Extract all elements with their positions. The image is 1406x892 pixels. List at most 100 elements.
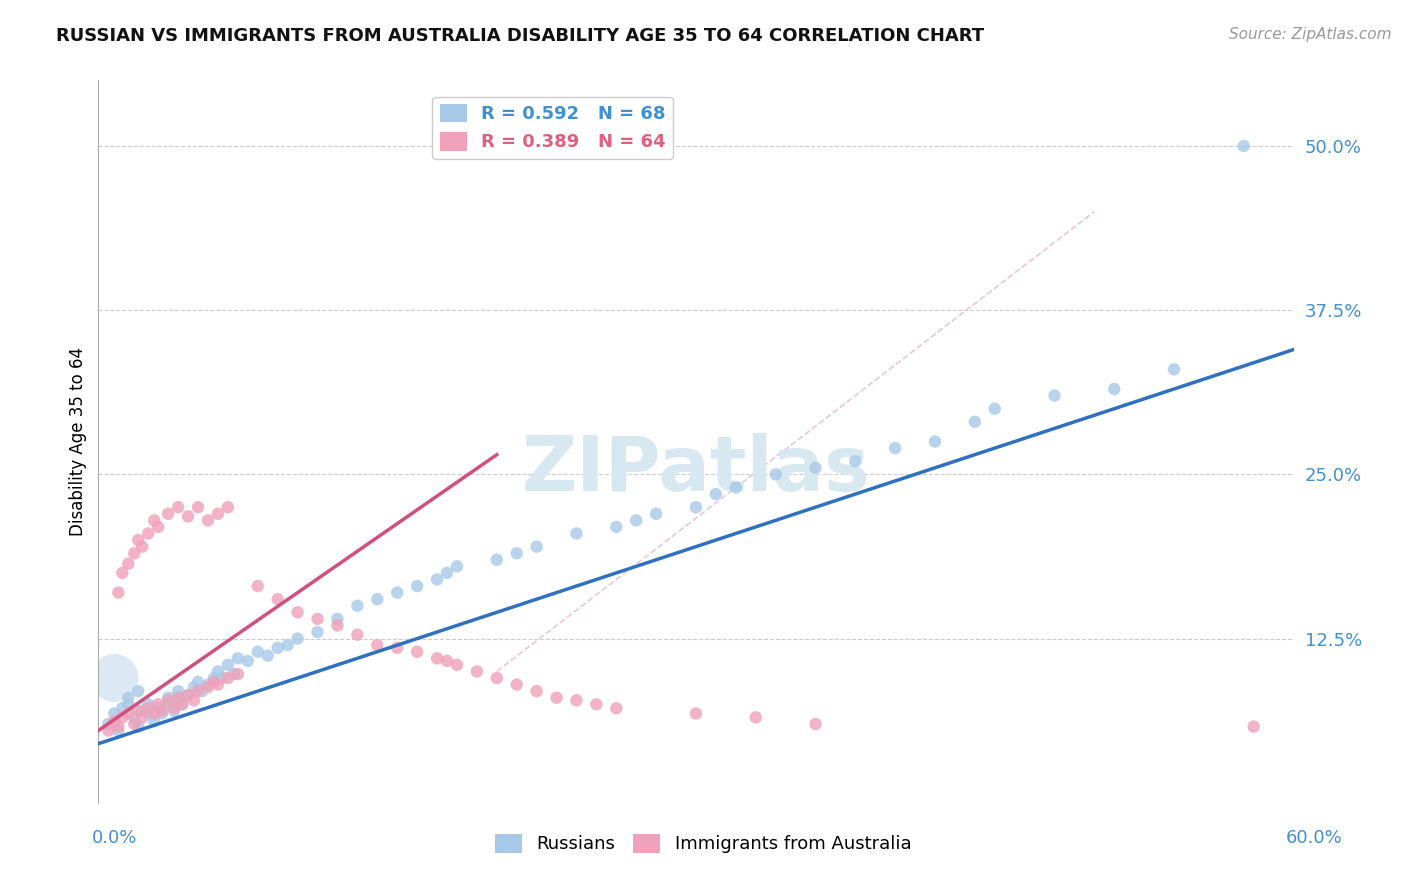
Y-axis label: Disability Age 35 to 64: Disability Age 35 to 64 xyxy=(69,347,87,536)
Point xyxy=(465,665,488,679)
Point xyxy=(307,625,329,640)
Point xyxy=(446,559,468,574)
Point xyxy=(163,704,186,718)
Point xyxy=(724,481,747,495)
Point xyxy=(385,585,409,599)
Point xyxy=(884,441,907,455)
Point xyxy=(307,612,329,626)
Point xyxy=(1104,382,1126,396)
Point xyxy=(226,667,249,681)
Point xyxy=(150,706,173,721)
Point xyxy=(765,467,787,482)
Point xyxy=(107,720,129,734)
Point xyxy=(267,592,290,607)
Text: 0.0%: 0.0% xyxy=(91,829,136,847)
Point xyxy=(385,640,409,655)
Point xyxy=(163,701,186,715)
Point xyxy=(111,710,134,724)
Point xyxy=(546,690,568,705)
Point xyxy=(177,688,200,702)
Point xyxy=(97,717,120,731)
Point xyxy=(446,657,468,672)
Point xyxy=(366,592,388,607)
Point xyxy=(645,507,668,521)
Point xyxy=(136,706,159,721)
Point xyxy=(685,706,707,721)
Point xyxy=(207,665,229,679)
Point xyxy=(287,632,309,646)
Point xyxy=(157,693,180,707)
Point xyxy=(506,546,529,560)
Point xyxy=(124,717,146,731)
Point xyxy=(804,717,827,731)
Point xyxy=(167,690,190,705)
Point xyxy=(217,671,239,685)
Point xyxy=(117,698,139,712)
Point xyxy=(565,526,588,541)
Point xyxy=(704,487,727,501)
Point xyxy=(117,706,139,721)
Point xyxy=(111,566,134,580)
Point xyxy=(267,640,290,655)
Point xyxy=(187,675,209,690)
Point xyxy=(202,671,225,685)
Point xyxy=(143,513,166,527)
Point xyxy=(565,693,588,707)
Point xyxy=(127,533,149,547)
Legend: R = 0.592   N = 68, R = 0.389   N = 64: R = 0.592 N = 68, R = 0.389 N = 64 xyxy=(432,96,673,159)
Point xyxy=(207,507,229,521)
Point xyxy=(326,618,349,632)
Point xyxy=(963,415,986,429)
Point xyxy=(426,573,449,587)
Point xyxy=(183,693,205,707)
Point xyxy=(136,698,159,712)
Point xyxy=(167,693,190,707)
Point xyxy=(217,500,239,515)
Point xyxy=(103,714,125,729)
Point xyxy=(844,454,866,468)
Point xyxy=(97,723,120,738)
Point xyxy=(226,651,249,665)
Point xyxy=(172,698,194,712)
Point xyxy=(1043,388,1066,402)
Point xyxy=(127,704,149,718)
Point xyxy=(124,710,146,724)
Point xyxy=(626,513,648,527)
Point xyxy=(150,704,173,718)
Point xyxy=(207,677,229,691)
Text: ZIPatlas: ZIPatlas xyxy=(522,434,870,508)
Point xyxy=(103,671,125,685)
Point xyxy=(585,698,607,712)
Point xyxy=(197,677,219,691)
Text: RUSSIAN VS IMMIGRANTS FROM AUSTRALIA DISABILITY AGE 35 TO 64 CORRELATION CHART: RUSSIAN VS IMMIGRANTS FROM AUSTRALIA DIS… xyxy=(56,27,984,45)
Point xyxy=(804,460,827,475)
Point xyxy=(131,540,153,554)
Point xyxy=(127,684,149,698)
Point xyxy=(148,701,170,715)
Point xyxy=(984,401,1007,416)
Point xyxy=(1163,362,1185,376)
Point xyxy=(346,599,368,613)
Point xyxy=(148,698,170,712)
Point xyxy=(197,680,219,694)
Point xyxy=(685,500,707,515)
Point xyxy=(485,671,508,685)
Point xyxy=(157,690,180,705)
Point xyxy=(183,680,205,694)
Point xyxy=(187,500,209,515)
Point xyxy=(143,714,166,729)
Point xyxy=(211,671,233,685)
Point xyxy=(326,612,349,626)
Point xyxy=(924,434,946,449)
Point xyxy=(526,684,548,698)
Point xyxy=(605,520,627,534)
Point xyxy=(605,701,627,715)
Point xyxy=(526,540,548,554)
Point xyxy=(277,638,299,652)
Point xyxy=(177,688,200,702)
Point xyxy=(167,500,190,515)
Point xyxy=(346,627,368,641)
Point xyxy=(426,651,449,665)
Point xyxy=(287,605,309,619)
Point xyxy=(406,645,429,659)
